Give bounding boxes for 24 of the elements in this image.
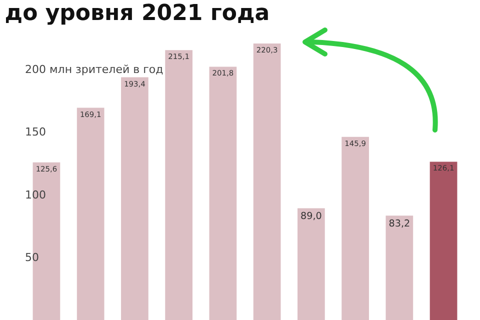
bar: [209, 66, 237, 320]
bar: [386, 216, 414, 320]
y-tick-label: 200 млн зрителей в год: [25, 62, 164, 76]
bar: [342, 136, 369, 320]
y-tick-label: 50: [25, 251, 39, 264]
data-label: 193,4: [124, 79, 146, 88]
data-label: 83,2: [388, 218, 410, 230]
bar: [253, 44, 281, 320]
bar: [76, 108, 104, 320]
bar: [121, 77, 148, 320]
data-label: 215,1: [168, 52, 190, 62]
data-label: 169,1: [80, 110, 102, 119]
data-label: 125,6: [36, 164, 58, 174]
data-label: 126,1: [432, 164, 454, 173]
bar: [430, 162, 458, 320]
data-label: 89,0: [300, 210, 322, 222]
y-tick-label: 150: [25, 126, 46, 139]
data-label: 145,9: [344, 138, 366, 148]
y-tick-label: 100: [25, 188, 46, 202]
data-label: 201,8: [212, 68, 234, 78]
bar: [165, 50, 192, 320]
data-label: 220,3: [256, 46, 278, 55]
bar: [298, 208, 325, 320]
chart-title: до уровня 2021 года: [4, 1, 270, 26]
